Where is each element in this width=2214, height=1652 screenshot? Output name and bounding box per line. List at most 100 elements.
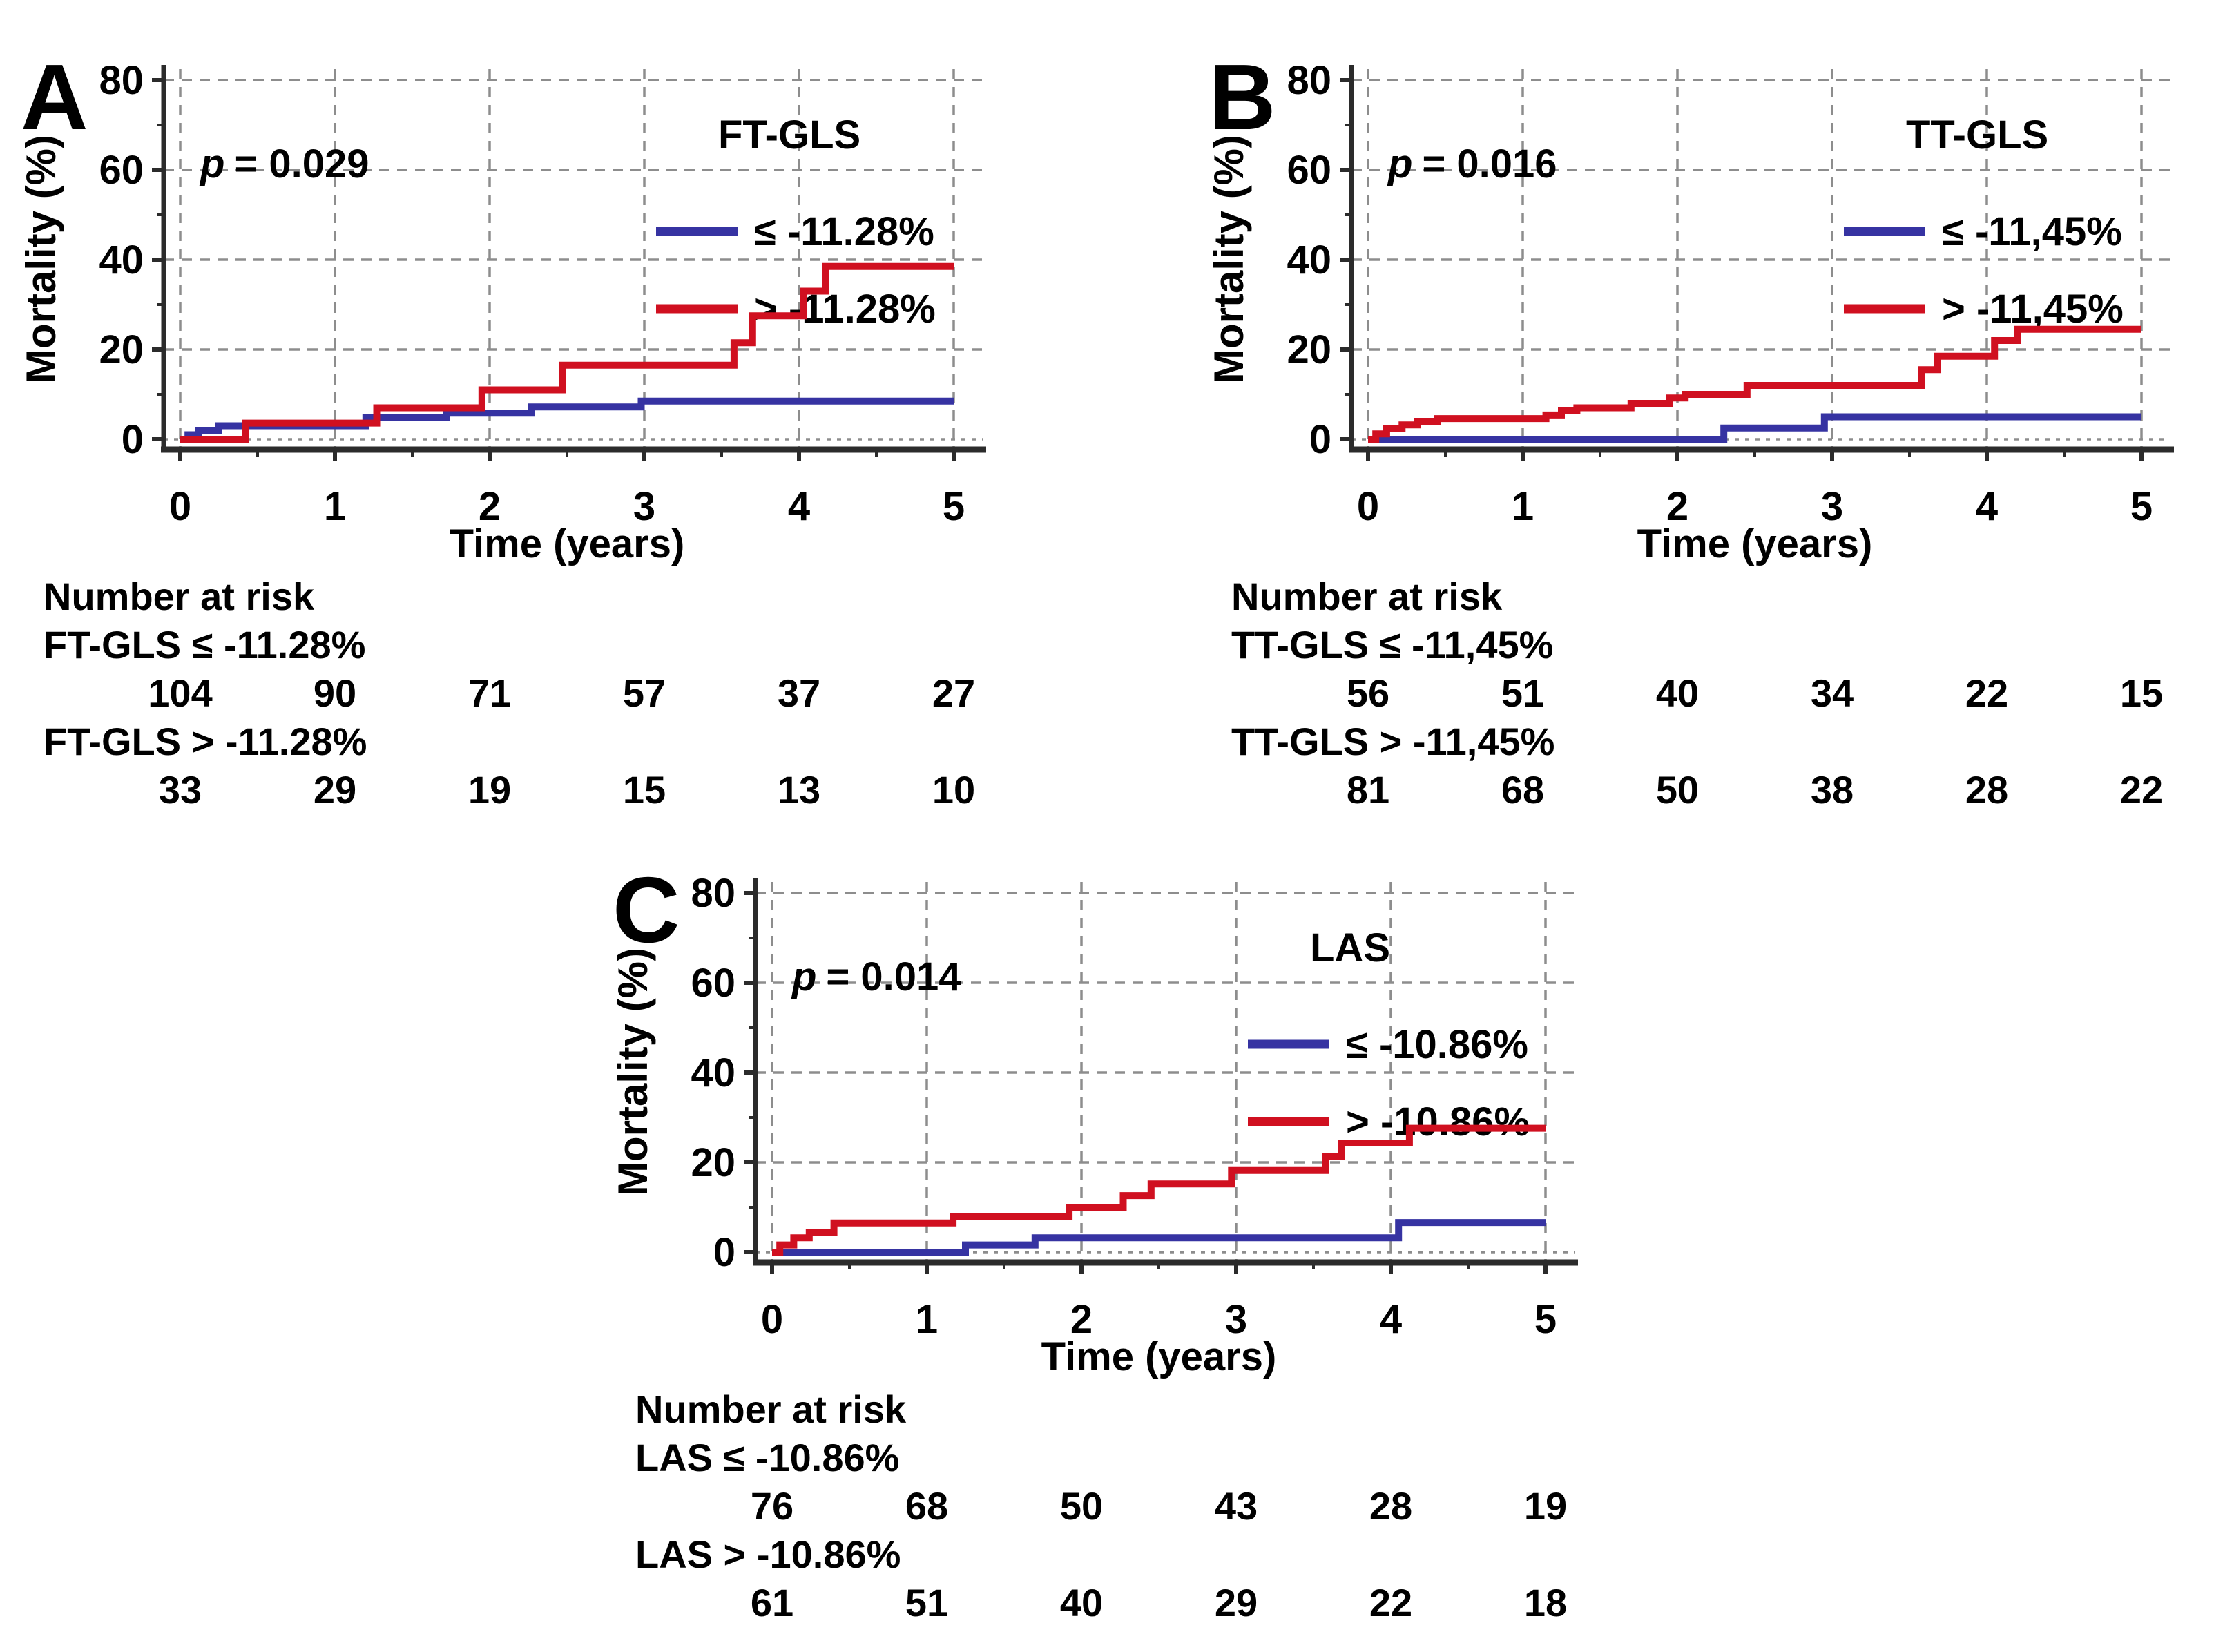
number-at-risk-count: 29	[314, 768, 356, 811]
number-at-risk-count: 38	[1811, 768, 1854, 811]
number-at-risk-count: 15	[2120, 671, 2163, 715]
legend-title: FT-GLS	[718, 113, 860, 157]
y-tick-label: 40	[1287, 238, 1331, 282]
x-tick-label: 4	[788, 484, 810, 529]
x-tick-label: 3	[1225, 1297, 1247, 1342]
number-at-risk-count: 13	[778, 768, 820, 811]
x-tick-label: 5	[943, 484, 965, 529]
y-axis-label: Mortality (%)	[611, 948, 656, 1196]
legend-label: > -10.86%	[1346, 1099, 1530, 1144]
number-at-risk-count: 29	[1215, 1581, 1258, 1624]
axis-ticks	[152, 78, 956, 461]
x-tick-label: 1	[324, 484, 346, 529]
y-tick-label: 80	[1287, 58, 1331, 103]
y-tick-label: 20	[99, 327, 144, 372]
x-tick-label: 3	[1821, 484, 1843, 529]
number-at-risk-count: 104	[148, 671, 212, 715]
x-axis-label: Time (years)	[450, 521, 685, 566]
y-tick-label: 60	[691, 961, 735, 1006]
number-at-risk-count: 18	[1524, 1581, 1567, 1624]
number-at-risk-count: 90	[314, 671, 356, 715]
number-at-risk-count: 19	[1524, 1484, 1567, 1528]
number-at-risk-count: 10	[932, 768, 975, 811]
y-tick-label: 20	[1287, 327, 1331, 372]
km-curve-red	[1368, 325, 2141, 443]
axis-ticks	[1340, 78, 2144, 461]
number-at-risk-count: 28	[1369, 1484, 1412, 1528]
axis-ticks	[744, 891, 1548, 1274]
gridlines	[755, 882, 1575, 1262]
number-at-risk-row-label: LAS > -10.86%	[635, 1533, 901, 1576]
x-axis-label: Time (years)	[1637, 521, 1873, 566]
number-at-risk-count: 19	[468, 768, 511, 811]
x-tick-label: 2	[479, 484, 501, 529]
number-at-risk-row-label: TT-GLS ≤ -11,45%	[1231, 623, 1553, 666]
panel-a-chart: 0 20 40 60 80 0 1 2 3 4 5 Mortality (%) Time (years)…	[19, 45, 986, 811]
x-tick-label: 4	[1976, 484, 1998, 529]
number-at-risk-row-label: LAS ≤ -10.86%	[635, 1436, 899, 1479]
number-at-risk-count: 61	[751, 1581, 793, 1624]
number-at-risk-count: 15	[623, 768, 666, 811]
y-tick-label: 0	[713, 1230, 735, 1275]
x-tick-label: 2	[1666, 484, 1688, 529]
number-at-risk-count: 57	[623, 671, 666, 715]
number-at-risk-count: 56	[1347, 671, 1389, 715]
number-at-risk-row-label: TT-GLS > -11,45%	[1231, 720, 1554, 763]
number-at-risk-count: 40	[1060, 1581, 1103, 1624]
legend-title: LAS	[1310, 925, 1390, 970]
number-at-risk-count: 43	[1215, 1484, 1258, 1528]
y-tick-label: 0	[1309, 417, 1331, 462]
number-at-risk-count: 51	[905, 1581, 948, 1624]
legend-label: ≤ -11.28%	[754, 209, 934, 254]
x-tick-label: 5	[2130, 484, 2153, 529]
x-tick-label: 4	[1380, 1297, 1402, 1342]
number-at-risk-count: 28	[1965, 768, 2008, 811]
y-tick-label: 40	[99, 238, 144, 282]
number-at-risk-count: 68	[1501, 768, 1544, 811]
y-tick-label: 40	[691, 1050, 735, 1095]
x-tick-label: 1	[916, 1297, 938, 1342]
p-value: p = 0.014	[791, 954, 961, 999]
number-at-risk-count: 50	[1656, 768, 1699, 811]
number-at-risk-count: 76	[751, 1484, 793, 1528]
y-axis-label: Mortality (%)	[1207, 135, 1252, 383]
number-at-risk-count: 51	[1501, 671, 1544, 715]
legend-label: > -11,45%	[1942, 287, 2124, 332]
x-tick-label: 3	[633, 484, 655, 529]
km-curve-blue	[772, 1219, 1546, 1256]
legend-label: > -11.28%	[754, 287, 936, 332]
x-tick-label: 2	[1070, 1297, 1092, 1342]
km-curve-blue	[1368, 413, 2141, 443]
x-tick-label: 5	[1534, 1297, 1557, 1342]
panel-letter: C	[613, 858, 680, 962]
number-at-risk-heading: Number at risk	[1231, 575, 1503, 618]
number-at-risk-count: 71	[468, 671, 511, 715]
x-tick-label: 0	[1357, 484, 1379, 529]
number-at-risk-count: 81	[1347, 768, 1389, 811]
y-tick-label: 80	[99, 58, 144, 103]
y-tick-label: 60	[99, 148, 144, 193]
number-at-risk-count: 33	[159, 768, 202, 811]
p-value: p = 0.016	[1387, 142, 1557, 186]
number-at-risk-count: 22	[1965, 671, 2008, 715]
number-at-risk-heading: Number at risk	[44, 575, 315, 618]
km-curve-red	[772, 1124, 1546, 1256]
number-at-risk-count: 37	[778, 671, 820, 715]
number-at-risk-row-label: FT-GLS > -11.28%	[44, 720, 367, 763]
number-at-risk-count: 40	[1656, 671, 1699, 715]
x-tick-label: 1	[1512, 484, 1534, 529]
number-at-risk-count: 22	[1369, 1581, 1412, 1624]
panel-b-chart: 0 20 40 60 80 0 1 2 3 4 5 Mortality (%) Time (years)…	[1207, 45, 2174, 811]
y-axis-label: Mortality (%)	[19, 135, 64, 383]
number-at-risk-count: 27	[932, 671, 975, 715]
legend-label: ≤ -11,45%	[1942, 209, 2122, 254]
panel-letter: A	[21, 45, 88, 149]
gridlines	[164, 69, 983, 450]
legend-label: ≤ -10.86%	[1346, 1022, 1528, 1067]
p-value: p = 0.029	[199, 142, 369, 186]
number-at-risk-count: 50	[1060, 1484, 1103, 1528]
y-tick-label: 60	[1287, 148, 1331, 193]
number-at-risk-row-label: FT-GLS ≤ -11.28%	[44, 623, 365, 666]
x-tick-label: 0	[761, 1297, 783, 1342]
y-tick-label: 80	[691, 871, 735, 916]
